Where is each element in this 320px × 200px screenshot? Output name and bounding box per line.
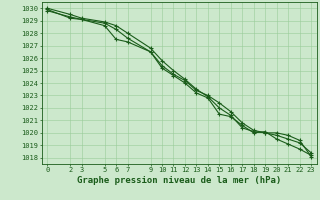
X-axis label: Graphe pression niveau de la mer (hPa): Graphe pression niveau de la mer (hPa) [77,176,281,185]
